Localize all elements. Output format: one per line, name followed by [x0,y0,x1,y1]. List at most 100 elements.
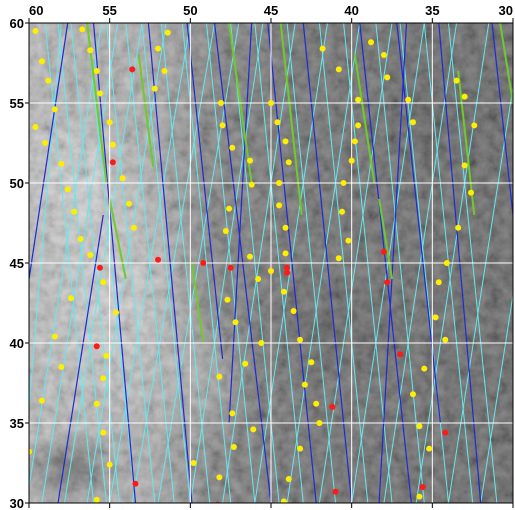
green-track [108,198,127,280]
yellow-point [368,39,375,46]
blue-track [396,23,441,424]
red-point [284,269,291,276]
longitude-axis-bottom [28,503,514,508]
yellow-point [161,68,168,74]
cyan-track [447,86,513,503]
yellow-point [384,74,391,81]
yellow-point [100,279,107,286]
cyan-track [480,294,513,503]
yellow-point [313,400,320,407]
yellow-point [100,429,107,436]
yellow-point [348,157,355,164]
green-track [137,54,155,168]
yellow-point [276,202,283,209]
blue-track [228,23,253,424]
yellow-point [93,400,100,407]
yellow-point [164,29,171,36]
red-point [384,279,391,286]
yellow-point [442,336,449,343]
yellow-point [285,476,292,482]
yellow-point [282,250,289,257]
lat-tick-label: 35 [10,416,24,431]
yellow-point [355,96,362,103]
yellow-point [258,340,265,346]
yellow-point [87,47,94,54]
yellow-point [32,28,39,34]
yellow-point [335,66,342,73]
yellow-point [276,180,283,186]
yellow-point [38,58,45,65]
observation-points [29,26,478,503]
yellow-point [247,157,254,164]
lon-tick-label: 60 [29,3,43,18]
lon-tick-label: 30 [499,3,513,18]
yellow-point [416,493,423,500]
yellow-point [335,255,342,262]
lon-tick-label: 35 [425,3,439,18]
yellow-point [319,45,326,52]
lat-tick-label: 55 [10,96,24,111]
red-point [109,159,116,166]
yellow-point [461,162,468,169]
yellow-point [338,208,345,215]
red-point [442,429,449,436]
yellow-point [64,186,71,193]
yellow-point [455,224,462,231]
yellow-point [106,119,113,126]
yellow-point [29,448,32,455]
yellow-point [461,93,468,100]
yellow-point [285,159,292,166]
yellow-point [435,279,442,286]
lat-tick-label: 45 [10,256,24,271]
red-point [155,256,162,263]
yellow-point [340,180,347,186]
yellow-point [51,106,58,113]
lon-tick-label: 55 [102,3,116,18]
yellow-point [216,474,223,481]
yellow-point [242,360,249,367]
yellow-point [67,295,74,302]
red-point [329,404,336,410]
yellow-point [426,445,433,452]
green-track [190,262,205,344]
yellow-point [282,138,289,145]
yellow-point [416,423,423,430]
yellow-point [77,236,84,242]
yellow-point [316,420,323,426]
longitude-axis-top: 60 55 50 45 40 35 30 [28,3,514,23]
yellow-point [230,444,237,450]
yellow-point [250,426,257,433]
red-point [93,343,100,350]
lat-tick-label: 40 [10,336,24,351]
lon-tick-label: 50 [183,3,197,18]
blue-track [29,23,69,280]
yellow-point [268,100,274,106]
lat-tick-label: 50 [10,176,24,191]
yellow-point [229,144,236,151]
yellow-point [282,224,289,231]
yellow-point [468,189,475,196]
yellow-point [297,445,304,452]
yellow-point [409,391,416,398]
yellow-point [100,375,107,382]
yellow-point [58,364,65,370]
yellow-point [247,253,254,260]
yellow-point [109,141,116,148]
yellow-point [155,45,162,52]
yellow-point [126,200,133,207]
red-point [227,264,234,271]
yellow-point [151,85,158,92]
yellow-point [79,26,86,33]
yellow-point [103,352,110,359]
yellow-point [224,296,231,303]
yellow-point [471,122,478,129]
yellow-point [93,496,100,503]
yellow-point [301,381,308,388]
yellow-point [432,314,439,321]
yellow-point [32,124,39,130]
yellow-point [113,309,120,316]
yellow-point [219,122,226,129]
yellow-point [345,237,352,244]
yellow-point [290,308,297,314]
